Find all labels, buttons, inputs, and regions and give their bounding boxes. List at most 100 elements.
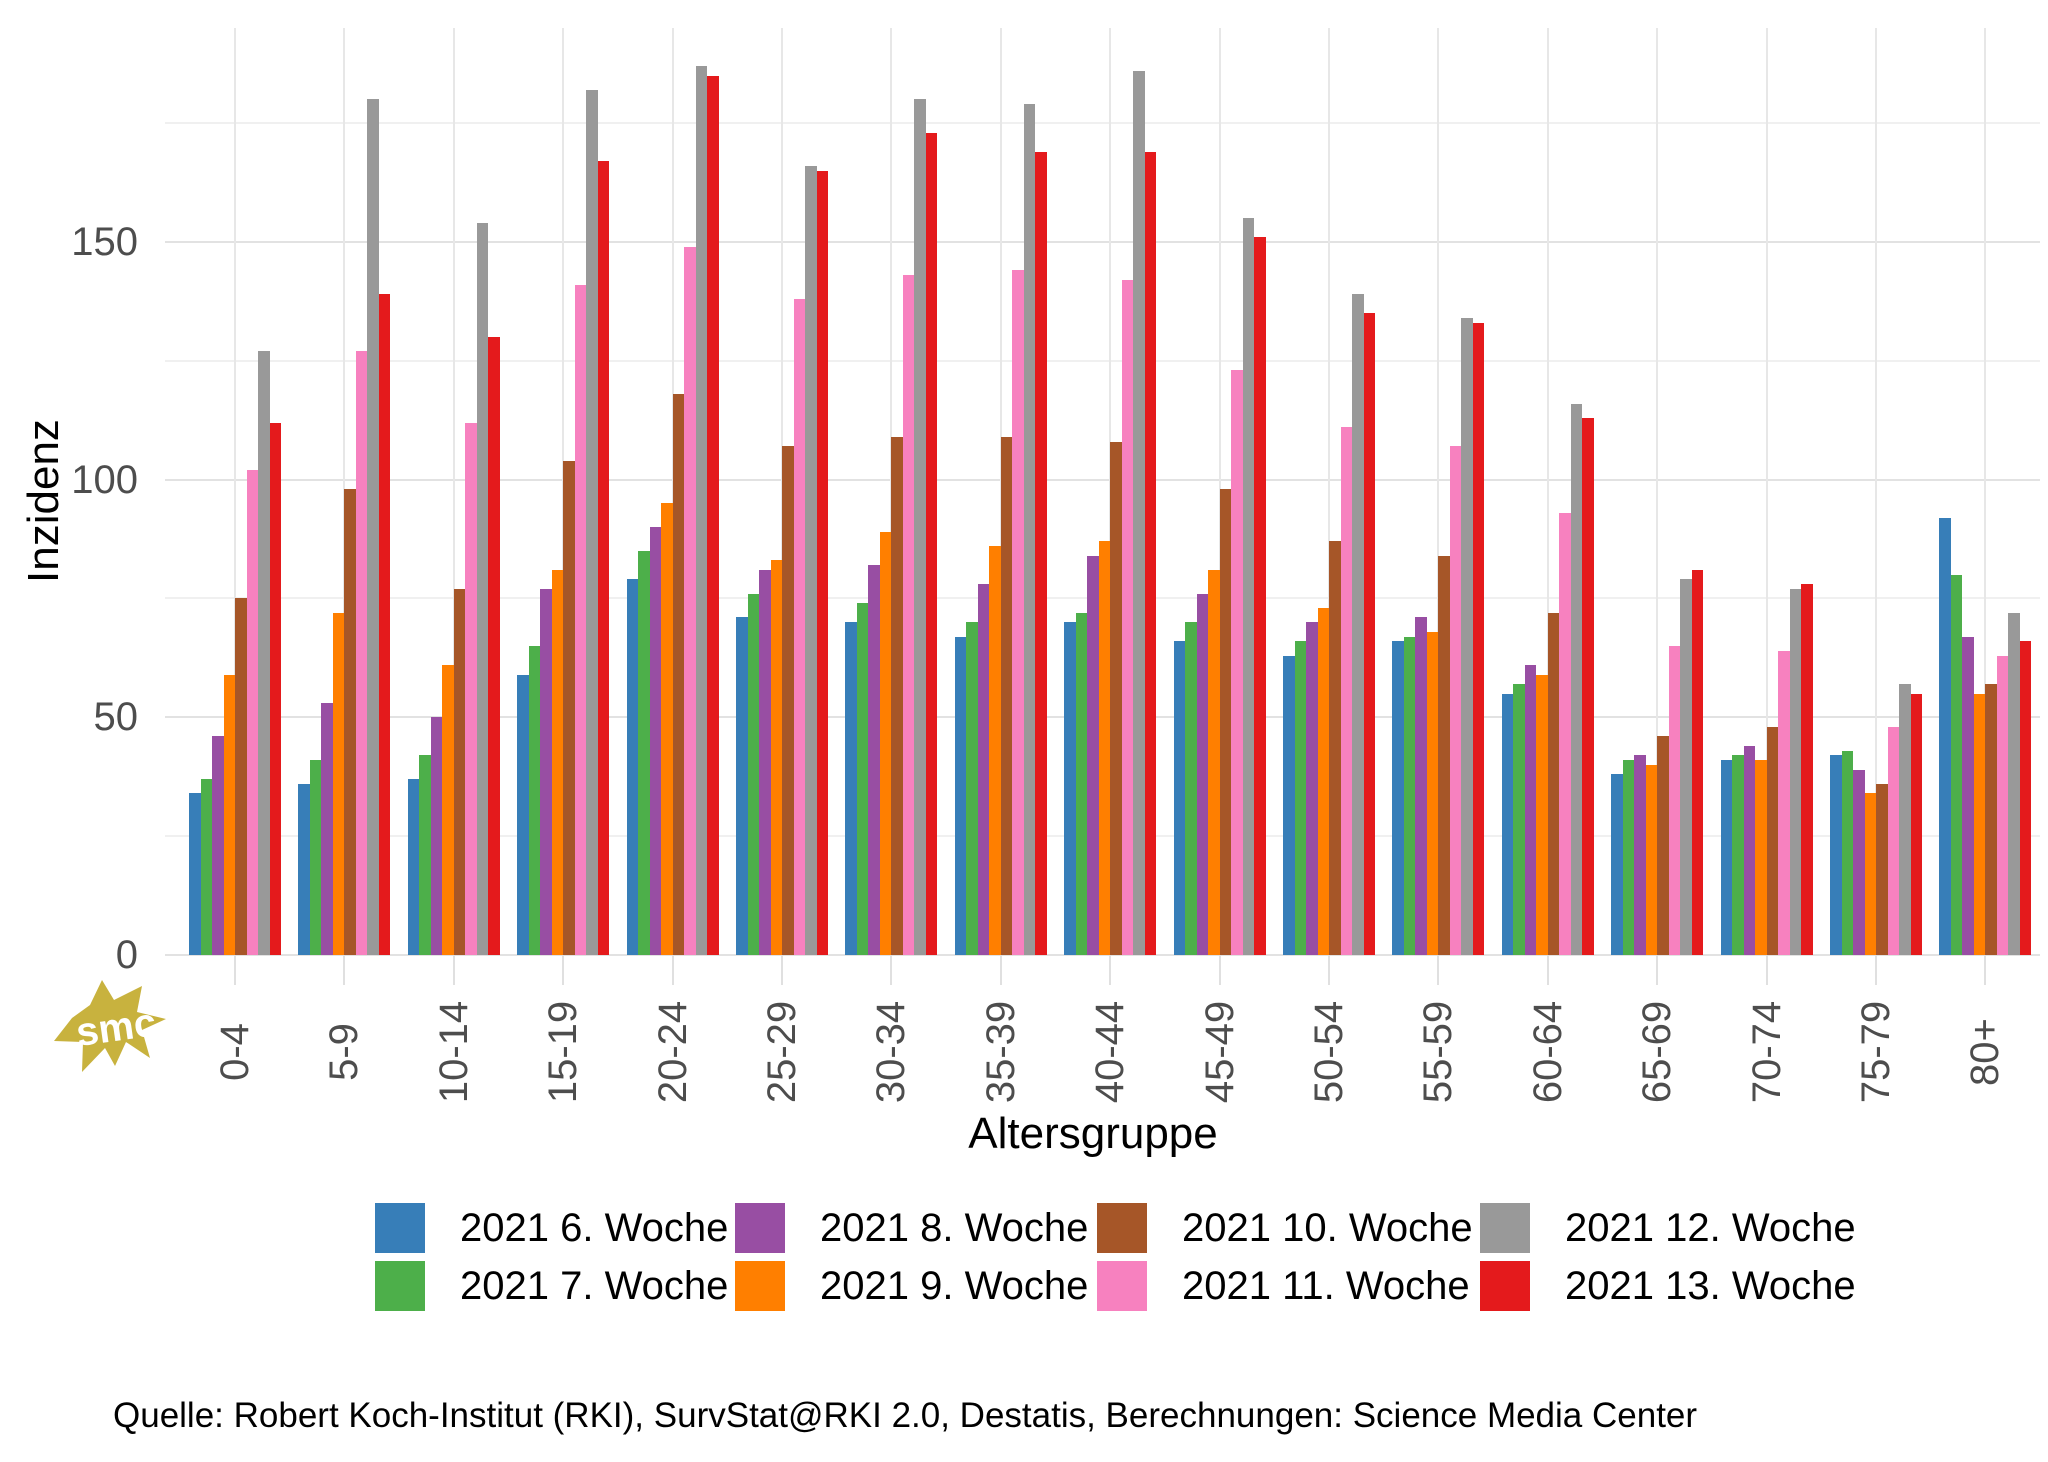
bar-0-4-2021-11.-Woche — [246, 470, 258, 955]
bar-40-44-2021-6.-Woche — [1064, 622, 1076, 955]
gridline-x-80+ — [1984, 28, 1987, 955]
bar-20-24-2021-11.-Woche — [684, 246, 696, 955]
bar-80+-2021-11.-Woche — [1996, 655, 2009, 955]
bar-50-54-2021-9.-Woche — [1317, 607, 1329, 955]
bar-55-59-2021-6.-Woche — [1392, 641, 1404, 955]
legend-label-2021-6.-Woche: 2021 6. Woche — [460, 1206, 729, 1250]
x-tick-50-54 — [1328, 955, 1330, 985]
bar-30-34-2021-6.-Woche — [845, 622, 857, 955]
bar-15-19-2021-6.-Woche — [517, 674, 529, 955]
smc-logo-star-shape — [54, 980, 166, 1072]
legend-label-2021-13.-Woche: 2021 13. Woche — [1565, 1264, 1856, 1308]
bar-5-9-2021-7.-Woche — [309, 760, 322, 955]
bar-35-39-2021-11.-Woche — [1012, 270, 1024, 955]
legend-swatch-2021-13.-Woche — [1480, 1261, 1530, 1311]
bar-30-34-2021-10.-Woche — [891, 436, 903, 955]
x-tick-25-29 — [781, 955, 783, 985]
x-tick-15-19 — [562, 955, 565, 985]
bar-5-9-2021-10.-Woche — [344, 489, 356, 955]
gridline-x-0-4 — [234, 28, 236, 955]
x-tick-75-79 — [1875, 955, 1877, 985]
bar-70-74-2021-6.-Woche — [1720, 760, 1733, 955]
x-tick-label-5-9: 5-9 — [322, 1023, 367, 1081]
bar-25-29-2021-12.-Woche — [805, 165, 817, 955]
bar-20-24-2021-6.-Woche — [626, 579, 639, 955]
bar-70-74-2021-13.-Woche — [1801, 584, 1813, 955]
bar-35-39-2021-12.-Woche — [1023, 104, 1036, 955]
legend-label-2021-8.-Woche: 2021 8. Woche — [820, 1206, 1089, 1250]
bar-30-34-2021-7.-Woche — [856, 603, 869, 955]
bar-50-54-2021-11.-Woche — [1340, 427, 1352, 955]
x-tick-65-69 — [1656, 955, 1659, 985]
bar-60-64-2021-13.-Woche — [1582, 417, 1594, 955]
bar-80+-2021-6.-Woche — [1939, 517, 1951, 955]
bar-45-49-2021-11.-Woche — [1231, 370, 1243, 955]
bar-60-64-2021-8.-Woche — [1524, 665, 1537, 955]
x-tick-30-34 — [890, 955, 893, 985]
bar-45-49-2021-7.-Woche — [1185, 622, 1197, 955]
bar-5-9-2021-13.-Woche — [378, 294, 391, 955]
bar-45-49-2021-8.-Woche — [1196, 593, 1209, 955]
bar-80+-2021-10.-Woche — [1985, 684, 1997, 955]
bar-80+-2021-9.-Woche — [1973, 693, 1986, 955]
bar-15-19-2021-13.-Woche — [597, 161, 610, 955]
x-tick-label-10-14: 10-14 — [431, 1000, 476, 1104]
bar-40-44-2021-9.-Woche — [1098, 541, 1111, 955]
bar-70-74-2021-11.-Woche — [1778, 650, 1790, 955]
bar-65-69-2021-8.-Woche — [1634, 755, 1646, 955]
bar-5-9-2021-9.-Woche — [332, 612, 345, 955]
bar-30-34-2021-12.-Woche — [914, 99, 926, 955]
gridline-x-70-74 — [1765, 28, 1768, 955]
bar-70-74-2021-9.-Woche — [1755, 760, 1767, 955]
minor-gridline-y-175 — [165, 122, 2040, 125]
bar-65-69-2021-9.-Woche — [1645, 764, 1658, 955]
bar-30-34-2021-11.-Woche — [902, 275, 915, 955]
bar-40-44-2021-7.-Woche — [1075, 612, 1088, 955]
bar-35-39-2021-6.-Woche — [954, 636, 967, 955]
bar-65-69-2021-13.-Woche — [1691, 569, 1704, 955]
gridline-x-65-69 — [1656, 28, 1659, 955]
bar-25-29-2021-8.-Woche — [759, 569, 771, 955]
bar-70-74-2021-12.-Woche — [1789, 588, 1802, 955]
bar-55-59-2021-12.-Woche — [1461, 318, 1473, 955]
y-tick-label-0: 0 — [115, 933, 138, 977]
bar-75-79-2021-8.-Woche — [1853, 769, 1865, 955]
major-gridline-y-150 — [165, 240, 2040, 243]
bar-25-29-2021-13.-Woche — [816, 170, 828, 955]
bar-10-14-2021-10.-Woche — [453, 588, 466, 955]
legend-swatch-2021-10.-Woche — [1097, 1203, 1147, 1253]
bar-20-24-2021-12.-Woche — [695, 66, 708, 955]
bar-45-49-2021-13.-Woche — [1254, 237, 1266, 955]
legend-label-2021-10.-Woche: 2021 10. Woche — [1182, 1206, 1473, 1250]
bar-55-59-2021-11.-Woche — [1449, 446, 1462, 955]
bar-20-24-2021-9.-Woche — [661, 503, 673, 955]
bar-30-34-2021-8.-Woche — [868, 565, 880, 955]
bar-0-4-2021-7.-Woche — [200, 779, 212, 955]
bar-65-69-2021-12.-Woche — [1680, 579, 1692, 955]
bar-25-29-2021-11.-Woche — [793, 298, 805, 955]
gridline-x-60-64 — [1546, 28, 1549, 955]
major-gridline-y-0 — [165, 954, 2040, 956]
y-tick-label-50: 50 — [93, 695, 139, 740]
bar-10-14-2021-9.-Woche — [442, 665, 454, 955]
bar-60-64-2021-6.-Woche — [1501, 693, 1514, 955]
x-tick-20-24 — [671, 955, 674, 985]
bar-75-79-2021-13.-Woche — [1910, 693, 1922, 955]
bar-80+-2021-12.-Woche — [2008, 612, 2020, 955]
x-tick-55-59 — [1437, 955, 1440, 985]
bar-75-79-2021-12.-Woche — [1899, 684, 1911, 955]
bar-75-79-2021-7.-Woche — [1841, 750, 1853, 955]
y-tick-label-150: 150 — [71, 219, 138, 264]
bar-65-69-2021-10.-Woche — [1657, 736, 1669, 955]
bar-65-69-2021-6.-Woche — [1611, 774, 1623, 955]
bar-55-59-2021-7.-Woche — [1403, 636, 1416, 955]
bar-10-14-2021-7.-Woche — [419, 755, 431, 955]
bar-80+-2021-8.-Woche — [1962, 636, 1974, 955]
bar-0-4-2021-6.-Woche — [189, 793, 201, 955]
x-tick-label-15-19: 15-19 — [541, 1000, 586, 1104]
bar-40-44-2021-8.-Woche — [1087, 555, 1099, 955]
bar-50-54-2021-13.-Woche — [1363, 313, 1375, 955]
bar-45-49-2021-9.-Woche — [1208, 569, 1220, 955]
legend-swatch-2021-9.-Woche — [735, 1261, 785, 1311]
